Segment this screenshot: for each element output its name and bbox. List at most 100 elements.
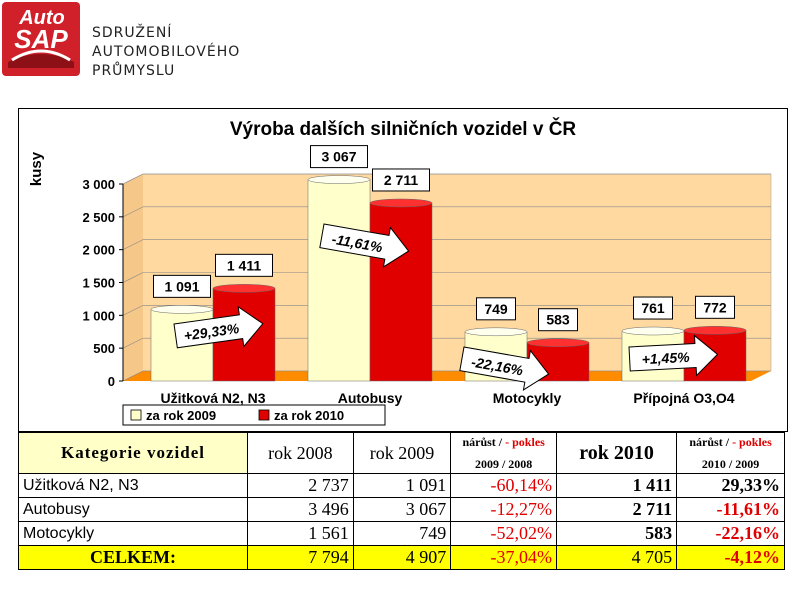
- data-label-box: [310, 145, 368, 169]
- x-category-label: Užitková N2, N3: [160, 390, 265, 406]
- data-label: 3 067: [321, 149, 356, 165]
- total-growth-2009: -37,04%: [450, 545, 558, 570]
- bar-2009: [307, 179, 371, 382]
- y-tick-label: 1 000: [82, 308, 115, 323]
- total-2008: 7 794: [246, 545, 354, 570]
- x-category-label: Motocykly: [493, 390, 562, 406]
- cell-2010: 1 411: [556, 473, 678, 498]
- autosap-logo: Auto SAP: [2, 2, 80, 76]
- data-label: 772: [703, 299, 727, 315]
- table-row: Motocykly 1 561 749 -52,02% 583 -22,16%: [18, 521, 785, 546]
- row-category: Užitková N2, N3: [18, 473, 248, 498]
- cell-growth-2009: -52,02%: [450, 521, 558, 546]
- cell-growth-2010: -22,16%: [676, 521, 785, 546]
- y-tick-label: 1 500: [82, 276, 115, 291]
- header-growth-label: nárůst /: [689, 435, 733, 449]
- data-label-box: [695, 295, 735, 319]
- table-row: Autobusy 3 496 3 067 -12,27% 2 711 -11,6…: [18, 497, 785, 522]
- legend-label: za rok 2010: [274, 408, 344, 423]
- table-row: Užitková N2, N3 2 737 1 091 -60,14% 1 41…: [18, 473, 785, 498]
- gridline: [122, 337, 144, 349]
- legend-label: za rok 2009: [146, 408, 216, 423]
- chart-title: Výroba dalších silničních vozidel v ČR: [230, 118, 577, 140]
- bar-top: [526, 338, 590, 347]
- org-line: SDRUŽENÍ: [92, 25, 173, 41]
- org-line: PRŮMYSLU: [92, 63, 176, 79]
- production-table: Kategorie vozidel rok 2008 rok 2009 nárů…: [18, 432, 785, 570]
- bar-top: [621, 326, 685, 336]
- cell-growth-2009: -12,27%: [450, 497, 558, 522]
- y-tick-label: 3 000: [82, 177, 115, 192]
- cell-2009: 3 067: [352, 497, 452, 522]
- header-growth-2009: nárůst / - pokles 2009 / 2008: [450, 432, 558, 474]
- arrow-shape: [628, 334, 719, 377]
- data-label: 1 091: [164, 278, 199, 294]
- bar-top: [464, 327, 528, 337]
- data-label-box: [372, 168, 430, 192]
- growth-label: +1,45%: [641, 349, 690, 368]
- svg-text:SAP: SAP: [14, 24, 68, 54]
- total-2009: 4 907: [352, 545, 452, 570]
- legend-swatch: [258, 409, 270, 421]
- header-2009: rok 2009: [352, 432, 452, 474]
- row-category: Motocykly: [18, 521, 248, 546]
- data-label: 761: [641, 300, 665, 316]
- gridline: [122, 206, 144, 218]
- svg-text:Auto: Auto: [18, 7, 65, 29]
- production-chart: Výroba dalších silničních vozidel v ČR ku…: [18, 108, 788, 432]
- data-label: 1 411: [227, 257, 261, 273]
- y-tick-label: 500: [93, 341, 115, 356]
- header-growth-label: nárůst /: [462, 435, 506, 449]
- header-2008: rok 2008: [246, 432, 354, 474]
- data-label-box: [153, 274, 211, 298]
- growth-arrow: +1,45%: [628, 334, 719, 377]
- data-label: 749: [484, 301, 508, 317]
- cell-2009: 749: [352, 521, 452, 546]
- header-growth-period: 2009 / 2008: [474, 457, 533, 471]
- bar-top: [369, 198, 433, 208]
- cell-2008: 1 561: [246, 521, 354, 546]
- growth-arrow: -11,61%: [319, 223, 410, 269]
- cell-growth-2010: -11,61%: [676, 497, 785, 522]
- data-label: 2 711: [384, 172, 418, 188]
- bar-top: [683, 326, 747, 335]
- table-total-row: CELKEM: 7 794 4 907 -37,04% 4 705 -4,12%: [18, 545, 785, 570]
- bar-top: [212, 284, 276, 293]
- growth-arrow: -22,16%: [459, 346, 550, 392]
- x-category-label: Autobusy: [338, 390, 403, 406]
- gridline: [122, 370, 144, 382]
- arrow-shape: [173, 305, 264, 349]
- data-label-box: [476, 297, 516, 321]
- cell-2009: 1 091: [352, 473, 452, 498]
- data-label: 583: [546, 312, 570, 328]
- gridline: [122, 305, 144, 316]
- chart-canvas: Výroba dalších silničních vozidel v ČR ku…: [28, 118, 772, 426]
- total-label: CELKEM:: [18, 545, 248, 570]
- cell-2008: 2 737: [246, 473, 354, 498]
- header-category: Kategorie vozidel: [18, 432, 248, 474]
- header-2010: rok 2010: [556, 432, 678, 474]
- gridline: [122, 173, 144, 185]
- bar-top: [307, 175, 371, 184]
- header-decline-label: - pokles: [505, 435, 545, 449]
- y-axis-label: kusy: [28, 151, 45, 186]
- org-line: AUTOMOBILOVÉHO: [92, 44, 241, 60]
- cell-growth-2009: -60,14%: [450, 473, 558, 498]
- y-tick-label: 2 000: [82, 243, 115, 258]
- y-tick-label: 0: [108, 374, 115, 389]
- table-header-row: Kategorie vozidel rok 2008 rok 2009 nárů…: [18, 432, 785, 474]
- growth-arrow: +29,33%: [173, 305, 264, 349]
- gridline: [122, 272, 144, 283]
- gridline: [122, 239, 144, 250]
- cell-growth-2010: 29,33%: [676, 473, 785, 498]
- data-label-box: [215, 253, 273, 277]
- total-growth-2010: -4,12%: [676, 545, 785, 570]
- organization-name: SDRUŽENÍ AUTOMOBILOVÉHO PRŮMYSLU: [92, 24, 240, 81]
- chart-floor: [123, 371, 771, 381]
- arrow-shape: [319, 223, 410, 269]
- arrow-shape: [459, 346, 550, 392]
- x-category-label: Přípojná O3,O4: [633, 390, 734, 406]
- header-growth-period: 2010 / 2009: [701, 457, 760, 471]
- data-label-box: [633, 296, 673, 320]
- legend-swatch: [130, 409, 142, 421]
